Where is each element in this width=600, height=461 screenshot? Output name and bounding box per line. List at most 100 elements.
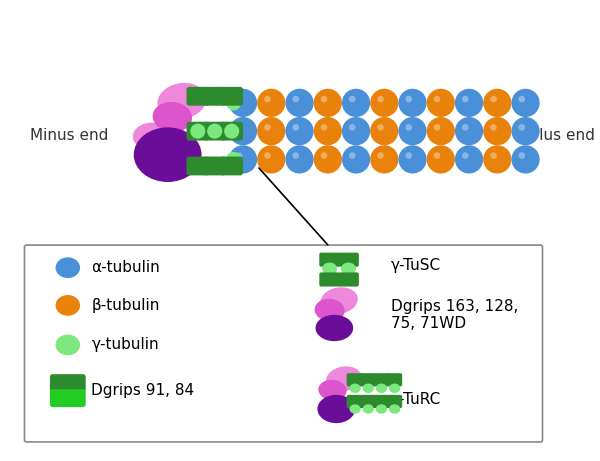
Ellipse shape: [349, 404, 361, 414]
FancyBboxPatch shape: [373, 373, 389, 386]
FancyBboxPatch shape: [203, 122, 226, 141]
FancyBboxPatch shape: [187, 87, 209, 106]
Ellipse shape: [316, 315, 353, 341]
Ellipse shape: [341, 262, 356, 275]
Ellipse shape: [455, 145, 483, 173]
Ellipse shape: [157, 83, 206, 119]
Ellipse shape: [152, 102, 192, 132]
FancyBboxPatch shape: [25, 245, 542, 442]
Ellipse shape: [370, 89, 398, 117]
Ellipse shape: [518, 124, 525, 130]
Ellipse shape: [190, 124, 205, 139]
Ellipse shape: [286, 89, 314, 117]
Ellipse shape: [226, 124, 241, 139]
Text: Dgrips 91, 84: Dgrips 91, 84: [91, 383, 194, 398]
Ellipse shape: [314, 89, 342, 117]
FancyBboxPatch shape: [338, 272, 359, 287]
Ellipse shape: [483, 89, 511, 117]
Ellipse shape: [257, 117, 286, 145]
Ellipse shape: [257, 89, 286, 117]
FancyBboxPatch shape: [203, 87, 226, 106]
Ellipse shape: [226, 152, 241, 167]
Ellipse shape: [314, 117, 342, 145]
Ellipse shape: [398, 145, 427, 173]
Ellipse shape: [229, 89, 257, 117]
FancyBboxPatch shape: [386, 395, 402, 408]
Ellipse shape: [370, 145, 398, 173]
Ellipse shape: [56, 257, 80, 278]
Ellipse shape: [427, 89, 455, 117]
Ellipse shape: [229, 145, 257, 173]
Ellipse shape: [207, 124, 222, 139]
Ellipse shape: [264, 152, 271, 159]
Ellipse shape: [455, 117, 483, 145]
FancyBboxPatch shape: [50, 374, 86, 392]
Ellipse shape: [434, 96, 440, 102]
FancyBboxPatch shape: [347, 395, 362, 408]
Ellipse shape: [389, 384, 400, 393]
Text: γ-tubulin: γ-tubulin: [91, 337, 159, 353]
Ellipse shape: [320, 287, 358, 314]
Ellipse shape: [326, 366, 362, 391]
Ellipse shape: [134, 127, 202, 182]
Ellipse shape: [490, 124, 497, 130]
FancyBboxPatch shape: [187, 157, 209, 175]
Ellipse shape: [292, 96, 299, 102]
Ellipse shape: [483, 117, 511, 145]
Ellipse shape: [518, 96, 525, 102]
Ellipse shape: [462, 124, 469, 130]
Ellipse shape: [377, 124, 384, 130]
Ellipse shape: [483, 145, 511, 173]
FancyBboxPatch shape: [319, 272, 340, 287]
Ellipse shape: [389, 404, 400, 414]
Ellipse shape: [490, 152, 497, 159]
FancyBboxPatch shape: [50, 389, 86, 407]
Ellipse shape: [342, 145, 370, 173]
Ellipse shape: [257, 145, 286, 173]
FancyBboxPatch shape: [220, 87, 243, 106]
Ellipse shape: [342, 89, 370, 117]
Ellipse shape: [434, 124, 440, 130]
Ellipse shape: [236, 124, 242, 130]
Ellipse shape: [434, 152, 440, 159]
Ellipse shape: [56, 335, 80, 355]
Ellipse shape: [321, 152, 327, 159]
FancyBboxPatch shape: [373, 395, 389, 408]
Ellipse shape: [317, 395, 355, 423]
Ellipse shape: [314, 299, 344, 321]
Text: Dgrips 163, 128,
75, 71WD: Dgrips 163, 128, 75, 71WD: [391, 299, 518, 331]
Ellipse shape: [229, 117, 257, 145]
Ellipse shape: [349, 384, 361, 393]
Ellipse shape: [321, 124, 327, 130]
Ellipse shape: [518, 152, 525, 159]
Ellipse shape: [370, 117, 398, 145]
Ellipse shape: [224, 124, 239, 139]
Ellipse shape: [455, 89, 483, 117]
Ellipse shape: [321, 96, 327, 102]
Ellipse shape: [236, 96, 242, 102]
Text: α-tubulin: α-tubulin: [91, 260, 160, 275]
Ellipse shape: [362, 384, 374, 393]
FancyBboxPatch shape: [220, 157, 243, 175]
Ellipse shape: [349, 96, 356, 102]
FancyBboxPatch shape: [319, 253, 340, 267]
Ellipse shape: [427, 117, 455, 145]
Ellipse shape: [376, 404, 387, 414]
FancyBboxPatch shape: [203, 157, 226, 175]
Ellipse shape: [462, 152, 469, 159]
Ellipse shape: [56, 295, 80, 316]
FancyBboxPatch shape: [220, 122, 243, 141]
Ellipse shape: [511, 89, 539, 117]
Ellipse shape: [264, 96, 271, 102]
Ellipse shape: [226, 95, 241, 111]
Text: γ-TuSC: γ-TuSC: [391, 258, 441, 273]
Ellipse shape: [322, 262, 337, 275]
Text: γ-TuRC: γ-TuRC: [391, 392, 441, 407]
Ellipse shape: [133, 123, 169, 149]
Ellipse shape: [286, 117, 314, 145]
Ellipse shape: [398, 89, 427, 117]
Ellipse shape: [292, 124, 299, 130]
Ellipse shape: [319, 380, 347, 401]
FancyBboxPatch shape: [347, 373, 362, 386]
Text: β-tubulin: β-tubulin: [91, 298, 160, 313]
